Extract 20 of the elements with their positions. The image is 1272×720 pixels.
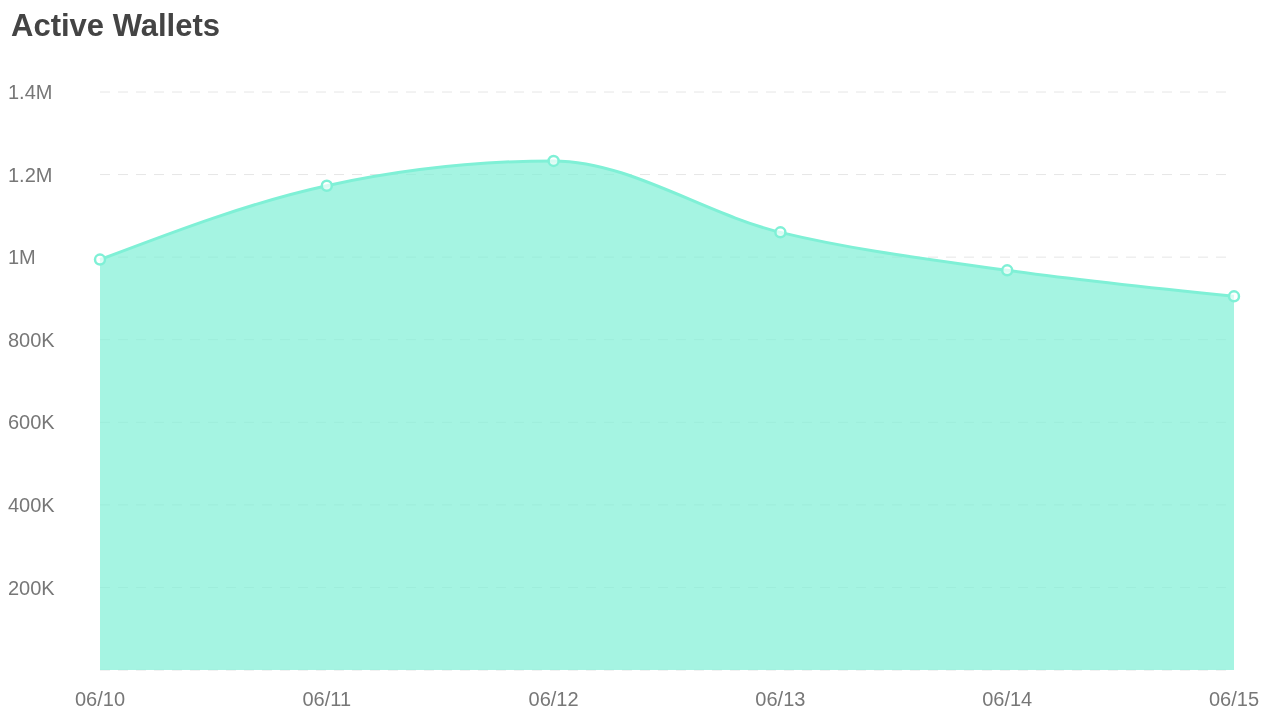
y-tick-label: 1.4M (8, 81, 53, 104)
y-tick-label: 400K (8, 493, 56, 516)
point (1000, 264, 1014, 277)
y-tick-label: 1M (8, 246, 36, 269)
point (547, 154, 560, 168)
x-tick-label: 06/10 (74, 688, 126, 711)
y-tick-label: 800K (8, 328, 56, 351)
point (320, 179, 334, 192)
y-tick-label: 1.2M (8, 163, 53, 186)
x-tick-label: 06/13 (755, 688, 806, 711)
x-tick-label: 06/12 (528, 688, 579, 711)
point (93, 253, 107, 266)
chart-title: Active Wallets (11, 8, 222, 45)
y-tick-label: 600K (8, 411, 56, 434)
point (1227, 290, 1241, 303)
point (774, 226, 787, 239)
x-tick-label: 06/15 (1208, 688, 1260, 711)
y-tick-label: 200K (8, 576, 56, 599)
x-tick-label: 06/14 (982, 688, 1033, 711)
x-tick-label: 06/11 (302, 688, 352, 711)
